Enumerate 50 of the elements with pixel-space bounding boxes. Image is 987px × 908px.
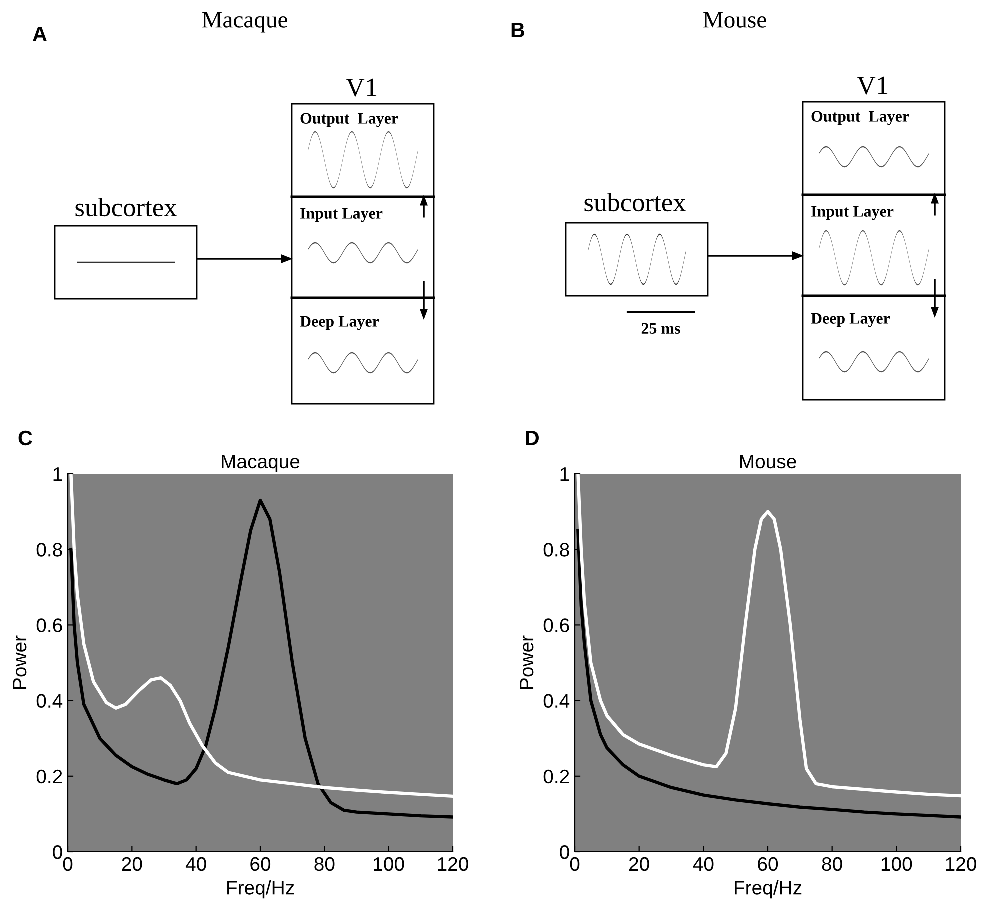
- text: V1: [857, 76, 888, 95]
- text: Input Layer: [300, 208, 383, 222]
- y-tick-label: 1: [54, 468, 62, 482]
- y-tick-label: 0.4: [544, 694, 570, 708]
- text: Mouse: [704, 12, 766, 28]
- y-axis-title: Power: [13, 636, 27, 689]
- x-axis-title: Freq/Hz: [228, 880, 294, 899]
- y-tick-label: 0.8: [36, 543, 62, 557]
- x-tick-label: 0: [570, 857, 580, 872]
- y-tick-label: 0: [53, 845, 62, 860]
- x-tick-label: 120: [438, 857, 468, 872]
- y-tick-label: 0.6: [544, 618, 570, 632]
- text: D: [526, 431, 539, 446]
- text: subcortex: [584, 193, 686, 212]
- y-tick-label: 0.6: [36, 618, 62, 632]
- text: Output Layer: [812, 111, 910, 126]
- text: Deep Layer: [811, 313, 890, 328]
- text: Output Layer: [300, 113, 398, 128]
- text: C: [18, 430, 32, 446]
- x-tick-label: 60: [758, 857, 778, 872]
- y-tick-label: 0.2: [544, 770, 570, 784]
- y-axis-title: Power: [520, 636, 534, 689]
- x-tick-label: 100: [374, 857, 404, 872]
- x-tick-label: 100: [882, 857, 912, 872]
- x-axis-title: Freq/Hz: [735, 880, 802, 899]
- x-tick-label: 60: [250, 857, 271, 872]
- x-tick-label: 40: [186, 857, 206, 872]
- chart-title: Mouse: [740, 455, 796, 469]
- x-tick-label: 80: [314, 857, 335, 872]
- text: Macaque: [202, 12, 288, 33]
- x-tick-label: 20: [630, 857, 650, 872]
- x-tick-label: 0: [63, 857, 73, 872]
- y-tick-label: 0.8: [544, 543, 570, 557]
- y-tick-label: 0.4: [36, 694, 63, 708]
- text: A: [32, 27, 47, 42]
- text: B: [512, 23, 525, 38]
- line-series: [576, 474, 961, 798]
- text: Deep Layer: [300, 316, 380, 330]
- text: Input Layer: [812, 206, 894, 220]
- text: V1: [346, 78, 377, 97]
- y-tick-label: 0.2: [36, 770, 62, 784]
- x-tick-label: 20: [122, 857, 142, 872]
- x-tick-label: 40: [693, 857, 714, 872]
- x-tick-label: 80: [822, 857, 842, 872]
- text: subcortex: [76, 198, 177, 217]
- chart-title: Macaque: [222, 455, 300, 472]
- y-tick-label: 1: [560, 468, 570, 482]
- text: 25 ms: [642, 323, 680, 334]
- x-tick-label: 120: [946, 857, 976, 872]
- y-tick-label: 0: [560, 845, 570, 860]
